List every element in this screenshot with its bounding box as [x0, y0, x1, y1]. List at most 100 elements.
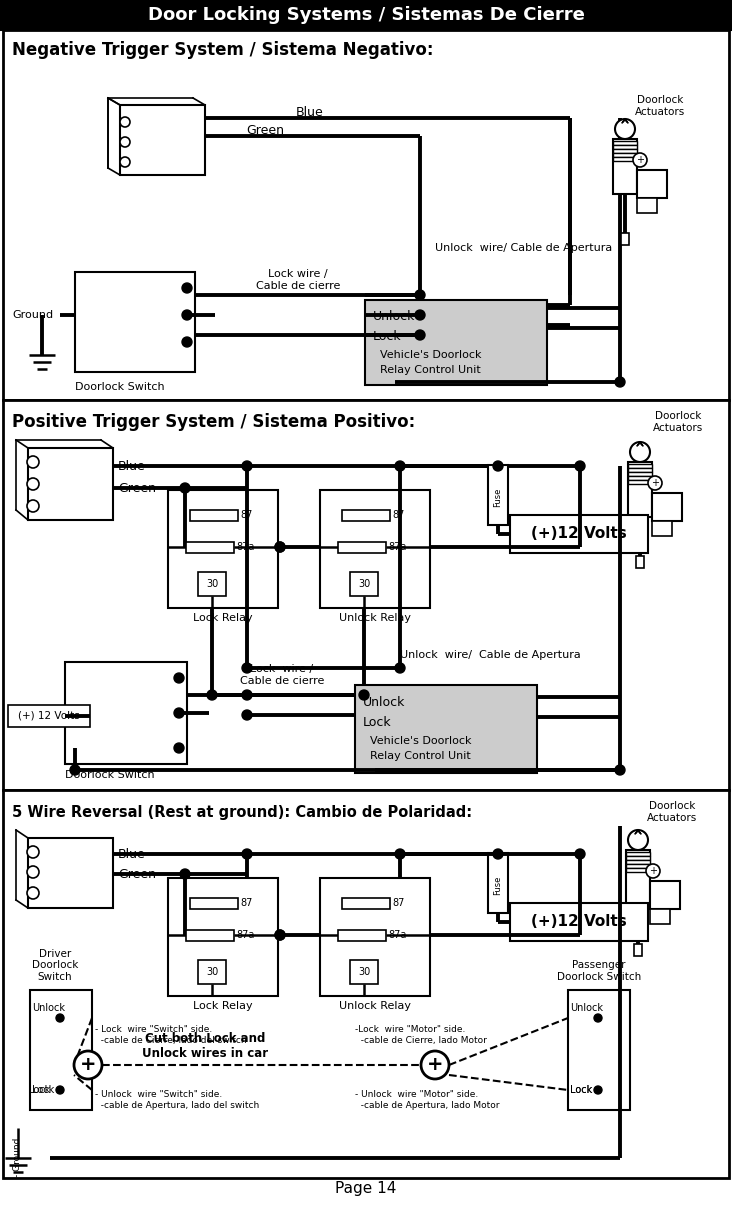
- Text: Actuators: Actuators: [635, 107, 685, 117]
- Text: Doorlock
Actuators: Doorlock Actuators: [653, 412, 703, 433]
- Text: Unlock Relay: Unlock Relay: [339, 613, 411, 623]
- Bar: [365, 301, 547, 385]
- Bar: [650, 909, 670, 925]
- Text: (+)12 Volts: (+)12 Volts: [531, 915, 627, 929]
- Bar: [350, 572, 378, 596]
- Text: Unlock: Unlock: [32, 1003, 65, 1013]
- Circle shape: [207, 690, 217, 700]
- Circle shape: [242, 663, 252, 674]
- Circle shape: [180, 483, 190, 492]
- Text: 30: 30: [358, 579, 370, 589]
- Bar: [628, 468, 652, 472]
- Circle shape: [359, 690, 369, 700]
- Text: Blue: Blue: [118, 460, 146, 472]
- Bar: [637, 198, 657, 212]
- Text: -Lock  wire "Motor" side.
  -cable de Cierre, lado Motor: -Lock wire "Motor" side. -cable de Cierr…: [355, 1025, 487, 1045]
- Circle shape: [615, 377, 625, 387]
- Text: 87a: 87a: [236, 542, 255, 552]
- Circle shape: [182, 337, 192, 346]
- Text: Unlock  wire/  Cable de Apertura: Unlock wire/ Cable de Apertura: [400, 651, 580, 660]
- Circle shape: [27, 887, 39, 899]
- Text: Negative Trigger System / Sistema Negativo:: Negative Trigger System / Sistema Negati…: [12, 41, 433, 59]
- Bar: [652, 521, 672, 536]
- Circle shape: [275, 931, 285, 940]
- Text: Doorlock: Doorlock: [637, 95, 683, 105]
- Text: Page 14: Page 14: [335, 1182, 397, 1196]
- Text: Cut both Lock and
Unlock wires in car: Cut both Lock and Unlock wires in car: [142, 1032, 268, 1060]
- Circle shape: [27, 865, 39, 877]
- Text: (+) 12 Volts: (+) 12 Volts: [18, 711, 80, 721]
- Text: Lock Relay: Lock Relay: [193, 613, 253, 623]
- Circle shape: [395, 663, 405, 674]
- Text: Vehicle's Doorlock: Vehicle's Doorlock: [370, 736, 471, 746]
- Text: Vehicle's Doorlock: Vehicle's Doorlock: [380, 350, 482, 360]
- Bar: [626, 850, 650, 905]
- Text: Unlock: Unlock: [570, 1003, 603, 1013]
- Text: Green: Green: [246, 123, 284, 136]
- Bar: [510, 903, 648, 941]
- Circle shape: [615, 119, 635, 139]
- Text: Fuse: Fuse: [493, 875, 502, 894]
- Circle shape: [182, 282, 192, 293]
- Text: Doorlock Switch: Doorlock Switch: [65, 770, 154, 780]
- Bar: [338, 542, 386, 553]
- Text: Blue: Blue: [296, 105, 324, 118]
- Circle shape: [415, 330, 425, 340]
- Text: Fuse: Fuse: [493, 488, 502, 507]
- Circle shape: [120, 117, 130, 127]
- Bar: [186, 542, 234, 553]
- Circle shape: [633, 153, 647, 167]
- Text: 87: 87: [392, 898, 404, 908]
- Circle shape: [421, 1051, 449, 1079]
- Text: - Unlock  wire "Motor" side.
  -cable de Apertura, lado Motor: - Unlock wire "Motor" side. -cable de Ap…: [355, 1090, 499, 1109]
- Text: 30: 30: [358, 967, 370, 976]
- Text: Relay Control Unit: Relay Control Unit: [370, 751, 471, 760]
- Text: +: +: [80, 1055, 96, 1074]
- Circle shape: [242, 690, 252, 700]
- Text: - Unlock  wire "Switch" side.
  -cable de Apertura, lado del switch: - Unlock wire "Switch" side. -cable de A…: [95, 1090, 259, 1109]
- Text: 5 Wire Reversal (Rest at ground): Cambio de Polaridad:: 5 Wire Reversal (Rest at ground): Cambio…: [12, 805, 472, 820]
- Bar: [621, 233, 629, 245]
- Text: Lock: Lock: [32, 1085, 54, 1095]
- Text: Lock: Lock: [363, 716, 392, 729]
- Bar: [198, 960, 226, 984]
- Bar: [613, 148, 637, 153]
- Circle shape: [594, 1014, 602, 1022]
- Text: Ground: Ground: [12, 310, 53, 320]
- Bar: [613, 139, 637, 194]
- Bar: [190, 898, 238, 909]
- Circle shape: [27, 456, 39, 468]
- Circle shape: [594, 1086, 602, 1094]
- Text: - Ground: - Ground: [13, 1138, 23, 1177]
- Bar: [30, 990, 92, 1110]
- Circle shape: [180, 869, 190, 879]
- Circle shape: [56, 1086, 64, 1094]
- Bar: [320, 877, 430, 996]
- Text: +: +: [427, 1055, 444, 1074]
- Circle shape: [615, 765, 625, 775]
- Circle shape: [74, 1051, 102, 1079]
- Text: Unlock: Unlock: [373, 310, 415, 323]
- Bar: [8, 705, 90, 727]
- Bar: [628, 472, 652, 476]
- Circle shape: [275, 542, 285, 552]
- Circle shape: [174, 709, 184, 718]
- Bar: [636, 556, 644, 568]
- Bar: [28, 838, 113, 908]
- Circle shape: [242, 461, 252, 471]
- Text: Relay Control Unit: Relay Control Unit: [380, 365, 481, 375]
- Text: - Lock  wire "Switch" side.
  -cable de Cierre, lado del switch: - Lock wire "Switch" side. -cable de Cie…: [95, 1025, 247, 1045]
- Circle shape: [493, 849, 503, 859]
- Bar: [613, 157, 637, 161]
- Bar: [510, 515, 648, 553]
- Circle shape: [120, 157, 130, 167]
- Circle shape: [628, 830, 648, 850]
- Bar: [628, 476, 652, 480]
- Text: +: +: [651, 478, 659, 488]
- Bar: [652, 492, 682, 521]
- Text: Blue: Blue: [118, 847, 146, 861]
- Bar: [626, 861, 650, 864]
- Bar: [488, 853, 508, 912]
- Bar: [628, 480, 652, 484]
- Bar: [28, 448, 113, 520]
